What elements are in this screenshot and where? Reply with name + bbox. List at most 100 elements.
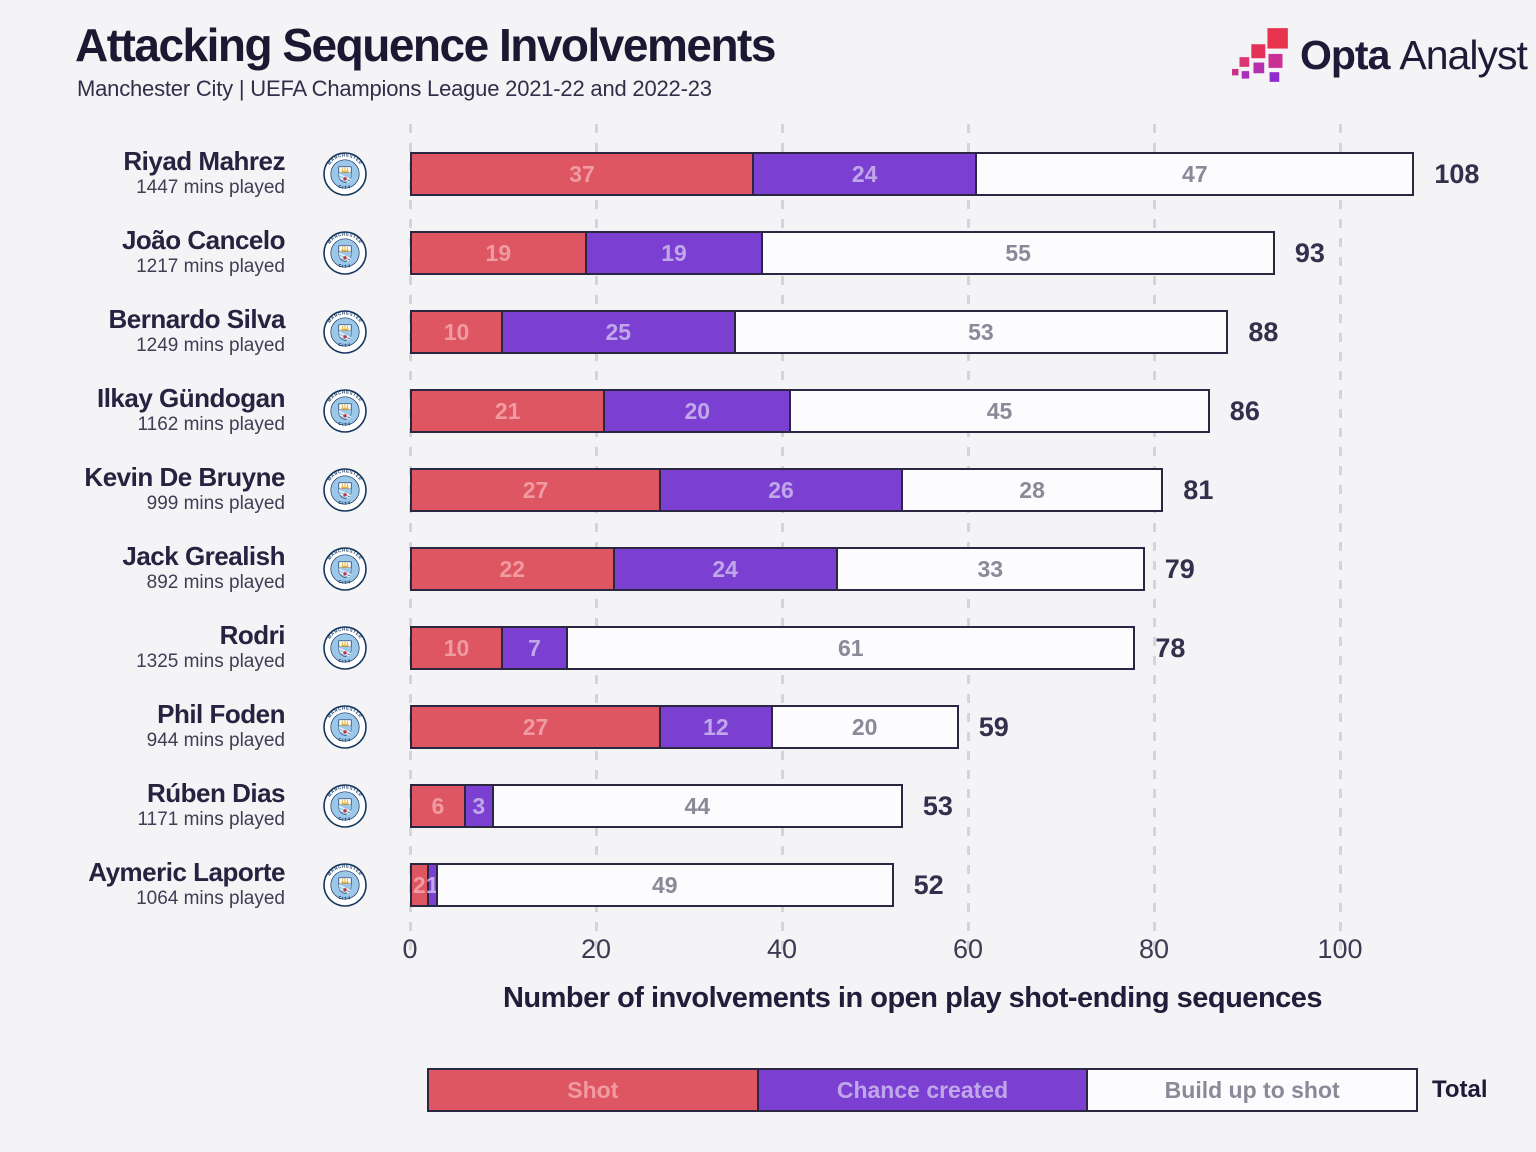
club-badge: MANCHESTER CITY bbox=[323, 310, 367, 354]
bar-segment-value: 21 bbox=[494, 397, 521, 424]
bar-segment-shot: 22 bbox=[410, 547, 615, 591]
bar-segment-chance_created: 7 bbox=[501, 626, 569, 670]
bar-segment-value: 3 bbox=[472, 792, 486, 819]
brand-name-light: Analyst bbox=[1399, 31, 1527, 78]
gridline-0 bbox=[409, 124, 412, 954]
bar-segment-value: 22 bbox=[499, 555, 526, 582]
player-mins-played: 1249 mins played bbox=[136, 335, 285, 357]
bar-segment-chance_created: 24 bbox=[752, 152, 978, 196]
player-label: Aymeric Laporte 1064 mins played bbox=[40, 855, 285, 915]
x-axis-tick-label: 100 bbox=[1317, 934, 1363, 964]
man-city-badge-icon: MANCHESTER CITY bbox=[323, 468, 367, 512]
club-badge: MANCHESTER CITY bbox=[323, 784, 367, 828]
player-label: Rodri 1325 mins played bbox=[40, 618, 285, 678]
bar-segment-build_up_to_shot: 28 bbox=[900, 468, 1164, 512]
x-axis-tick-label: 60 bbox=[952, 934, 984, 964]
bar-segment-value: 20 bbox=[684, 397, 711, 424]
x-axis-title: Number of involvements in open play shot… bbox=[502, 982, 1323, 1014]
x-axis-tick-label: 80 bbox=[1138, 934, 1170, 964]
bar-segment-value: 7 bbox=[528, 634, 541, 661]
bar-total-value: 93 bbox=[1294, 237, 1325, 268]
man-city-badge-icon: MANCHESTER CITY bbox=[323, 389, 367, 433]
gridline-100 bbox=[1339, 124, 1342, 954]
gridline-60 bbox=[967, 124, 970, 954]
bar-segment-build_up_to_shot: 61 bbox=[566, 626, 1136, 670]
player-mins-played: 944 mins played bbox=[146, 730, 285, 752]
player-name: Jack Grealish bbox=[122, 541, 285, 572]
bar-segment-chance_created: 3 bbox=[463, 784, 494, 828]
bar-segment-value: 24 bbox=[851, 160, 878, 187]
player-label: Rúben Dias 1171 mins played bbox=[40, 776, 285, 836]
bar-segment-build_up_to_shot: 49 bbox=[435, 863, 894, 907]
legend-segment-2: Build up to shot bbox=[1086, 1068, 1419, 1112]
player-mins-played: 1447 mins played bbox=[136, 177, 285, 199]
bar-segment-chance_created: 19 bbox=[584, 231, 764, 275]
man-city-badge-icon: MANCHESTER CITY bbox=[323, 784, 367, 828]
bar-total-value: 78 bbox=[1155, 632, 1186, 663]
club-badge: MANCHESTER CITY bbox=[323, 547, 367, 591]
bar-segment-shot: 21 bbox=[410, 389, 606, 433]
svg-text:CITY: CITY bbox=[338, 263, 353, 269]
bar-segment-value: 1 bbox=[425, 871, 439, 898]
svg-text:CITY: CITY bbox=[338, 184, 353, 190]
bar-segment-value: 25 bbox=[605, 318, 632, 345]
x-axis-tick-label: 20 bbox=[580, 934, 612, 964]
man-city-badge-icon: MANCHESTER CITY bbox=[323, 547, 367, 591]
club-badge: MANCHESTER CITY bbox=[323, 468, 367, 512]
bar-segment-value: 37 bbox=[569, 160, 595, 187]
bar-segment-value: 20 bbox=[851, 713, 878, 740]
page-subtitle: Manchester City | UEFA Champions League … bbox=[77, 76, 712, 101]
player-name: Rúben Dias bbox=[146, 778, 286, 809]
brand-name-bold: Opta bbox=[1300, 31, 1390, 78]
legend-segment-label: Chance created bbox=[836, 1076, 1009, 1103]
bar-segment-shot: 6 bbox=[410, 784, 466, 828]
man-city-badge-icon: MANCHESTER CITY bbox=[323, 231, 367, 275]
bar-segment-value: 26 bbox=[768, 476, 794, 503]
player-name: Ilkay Gündogan bbox=[96, 383, 286, 414]
bar-total-value: 53 bbox=[922, 790, 953, 821]
svg-text:CITY: CITY bbox=[338, 816, 353, 822]
gridline-40 bbox=[781, 124, 784, 954]
legend-segment-0: Shot bbox=[427, 1068, 759, 1112]
bar-segment-chance_created: 26 bbox=[659, 468, 903, 512]
bar-segment-shot: 10 bbox=[410, 310, 503, 354]
bar-segment-value: 19 bbox=[485, 239, 512, 266]
bar-segment-shot: 19 bbox=[410, 231, 587, 275]
bar-segment-chance_created: 24 bbox=[612, 547, 838, 591]
bar-total-value: 52 bbox=[913, 869, 944, 900]
bar-segment-build_up_to_shot: 55 bbox=[761, 231, 1275, 275]
bar-segment-value: 12 bbox=[703, 713, 729, 740]
x-axis-tick-label: 40 bbox=[766, 934, 798, 964]
gridline-80 bbox=[1153, 124, 1156, 954]
bar-total-value: 88 bbox=[1248, 316, 1279, 347]
gridline-20 bbox=[595, 124, 598, 954]
legend-total-label: Total bbox=[1432, 1076, 1488, 1103]
bar-segment-value: 6 bbox=[431, 792, 445, 819]
club-badge: MANCHESTER CITY bbox=[323, 863, 367, 907]
player-name: Phil Foden bbox=[157, 699, 285, 730]
bar-total-value: 81 bbox=[1183, 474, 1214, 505]
bar-total-value: 79 bbox=[1164, 553, 1195, 584]
player-label: Bernardo Silva 1249 mins played bbox=[40, 302, 285, 362]
bar-segment-chance_created: 25 bbox=[501, 310, 736, 354]
player-label: Ilkay Gündogan 1162 mins played bbox=[40, 381, 286, 441]
legend-segment-1: Chance created bbox=[756, 1068, 1089, 1112]
bar-total-value: 59 bbox=[978, 711, 1009, 742]
bar-segment-build_up_to_shot: 20 bbox=[770, 705, 959, 749]
bar-segment-value: 10 bbox=[443, 318, 470, 345]
player-mins-played: 1064 mins played bbox=[136, 888, 285, 910]
svg-text:CITY: CITY bbox=[338, 895, 353, 901]
player-name: João Cancelo bbox=[121, 225, 286, 256]
svg-text:CITY: CITY bbox=[338, 342, 353, 348]
x-axis-tick-label: 0 bbox=[402, 934, 418, 964]
player-label: Phil Foden 944 mins played bbox=[40, 697, 286, 757]
player-mins-played: 892 mins played bbox=[146, 572, 285, 594]
bar-segment-value: 27 bbox=[522, 713, 549, 740]
svg-text:CITY: CITY bbox=[338, 658, 353, 664]
bar-segment-chance_created: 20 bbox=[603, 389, 792, 433]
player-name: Bernardo Silva bbox=[108, 304, 285, 335]
club-badge: MANCHESTER CITY bbox=[323, 705, 367, 749]
opta-logo-icon bbox=[1232, 28, 1288, 82]
player-name: Kevin De Bruyne bbox=[84, 462, 285, 493]
player-mins-played: 1217 mins played bbox=[136, 256, 285, 278]
